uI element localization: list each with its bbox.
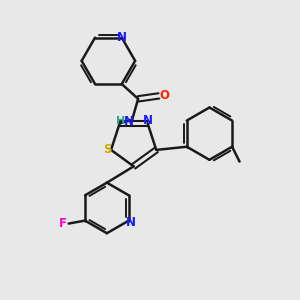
Text: H: H (116, 116, 125, 126)
Text: F: F (59, 217, 67, 230)
Text: N: N (117, 31, 128, 44)
Text: O: O (159, 89, 169, 102)
Text: N: N (143, 115, 153, 128)
Text: N: N (124, 115, 134, 128)
Text: S: S (103, 143, 111, 156)
Text: N: N (126, 216, 136, 229)
